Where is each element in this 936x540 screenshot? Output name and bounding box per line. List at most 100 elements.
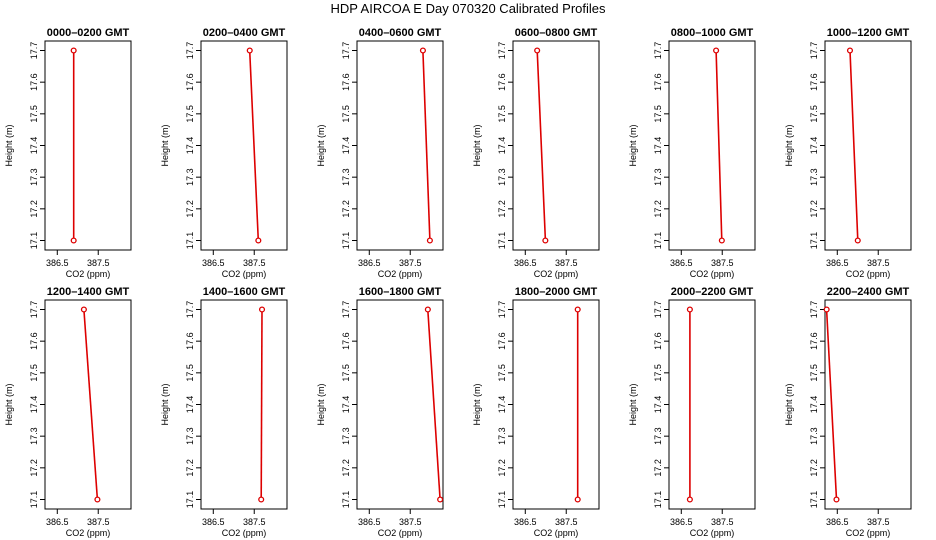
y-tick-label: 17.5 bbox=[185, 364, 195, 382]
data-point bbox=[686, 496, 693, 503]
y-tick-label: 17.6 bbox=[653, 332, 663, 350]
panel-title: 1200–1400 GMT bbox=[47, 286, 130, 298]
y-tick-label: 17.2 bbox=[185, 459, 195, 477]
x-tick-label: 386.5 bbox=[670, 258, 693, 268]
x-tick-label: 387.5 bbox=[399, 258, 422, 268]
data-point bbox=[686, 306, 693, 313]
y-tick-label: 17.4 bbox=[341, 396, 351, 414]
data-point bbox=[534, 47, 541, 54]
y-tick-label: 17.5 bbox=[497, 105, 507, 123]
y-tick-label: 17.2 bbox=[341, 459, 351, 477]
y-tick-label: 17.4 bbox=[497, 396, 507, 414]
y-axis-label: Height (m) bbox=[316, 124, 326, 166]
y-tick-label: 17.1 bbox=[497, 232, 507, 250]
plot-frame bbox=[512, 299, 600, 510]
y-tick-label: 17.6 bbox=[29, 332, 39, 350]
plot-frame bbox=[356, 40, 444, 251]
chart-panel-2: 0200–0400 GMT 17.1 17.2 17.3 17.4 17.5 17.6 17.… bbox=[160, 27, 288, 279]
plot-frame bbox=[44, 40, 132, 251]
data-point bbox=[258, 496, 265, 503]
profile-line bbox=[260, 309, 263, 500]
panel-title: 1000–1200 GMT bbox=[827, 27, 910, 39]
plot-frame bbox=[44, 299, 132, 510]
y-tick-label: 17.2 bbox=[809, 200, 819, 218]
y-axis-label: Height (m) bbox=[784, 124, 794, 166]
x-tick-label: 387.5 bbox=[243, 517, 266, 527]
data-point bbox=[424, 306, 431, 313]
data-point bbox=[258, 306, 266, 313]
y-tick-label: 17.3 bbox=[497, 427, 507, 445]
x-tick-label: 387.5 bbox=[399, 517, 422, 527]
y-tick-label: 17.3 bbox=[29, 427, 39, 445]
y-tick-label: 17.1 bbox=[653, 232, 663, 250]
y-tick-label: 17.7 bbox=[497, 301, 507, 319]
data-point bbox=[246, 47, 253, 54]
profile-line bbox=[825, 309, 838, 500]
x-axis-label: CO2 (ppm) bbox=[846, 528, 891, 538]
panel-title: 0000–0200 GMT bbox=[47, 27, 130, 39]
y-tick-label: 17.5 bbox=[341, 364, 351, 382]
y-tick-label: 17.3 bbox=[809, 427, 819, 445]
y-tick-label: 17.1 bbox=[341, 491, 351, 509]
y-tick-label: 17.7 bbox=[809, 301, 819, 319]
chart-panel-1: 0000–0200 GMT 17.1 17.2 17.3 17.4 17.5 17.6 17.… bbox=[4, 27, 132, 279]
chart-panel-9: 1600–1800 GMT 17.1 17.2 17.3 17.4 17.5 17.6 17.… bbox=[316, 286, 444, 538]
y-tick-label: 17.5 bbox=[497, 364, 507, 382]
y-tick-label: 17.2 bbox=[29, 459, 39, 477]
y-tick-label: 17.6 bbox=[185, 73, 195, 91]
y-tick-label: 17.2 bbox=[653, 459, 663, 477]
y-tick-label: 17.4 bbox=[185, 396, 195, 414]
profile-line bbox=[536, 50, 547, 241]
y-tick-label: 17.6 bbox=[185, 332, 195, 350]
x-axis-label: CO2 (ppm) bbox=[534, 528, 579, 538]
chart-panel-6: 1000–1200 GMT 17.1 17.2 17.3 17.4 17.5 17.6 17.… bbox=[784, 27, 912, 279]
y-tick-label: 17.5 bbox=[653, 364, 663, 382]
plot-frame bbox=[824, 40, 912, 251]
data-point bbox=[70, 237, 77, 244]
profile-line bbox=[422, 50, 431, 241]
x-axis-label: CO2 (ppm) bbox=[378, 528, 423, 538]
data-point bbox=[846, 47, 854, 54]
y-tick-label: 17.2 bbox=[185, 200, 195, 218]
y-tick-label: 17.1 bbox=[653, 491, 663, 509]
data-point bbox=[823, 306, 830, 313]
y-tick-label: 17.5 bbox=[29, 105, 39, 123]
y-tick-label: 17.4 bbox=[809, 396, 819, 414]
page-title: HDP AIRCOA E Day 070320 Calibrated Profi… bbox=[330, 1, 606, 16]
panel-title: 2200–2400 GMT bbox=[827, 286, 910, 298]
x-tick-label: 387.5 bbox=[87, 517, 110, 527]
y-tick-label: 17.6 bbox=[809, 332, 819, 350]
y-tick-label: 17.7 bbox=[29, 301, 39, 319]
y-tick-label: 17.5 bbox=[29, 364, 39, 382]
y-tick-label: 17.2 bbox=[497, 200, 507, 218]
y-tick-label: 17.1 bbox=[809, 491, 819, 509]
plot-frame bbox=[824, 299, 912, 510]
y-tick-label: 17.6 bbox=[341, 332, 351, 350]
x-tick-label: 387.5 bbox=[867, 258, 890, 268]
x-tick-label: 386.5 bbox=[826, 517, 849, 527]
x-tick-label: 387.5 bbox=[555, 517, 578, 527]
plot-frame bbox=[668, 40, 756, 251]
chart-panel-12: 2200–2400 GMT 17.1 17.2 17.3 17.4 17.5 17.6 17.… bbox=[784, 286, 912, 538]
y-tick-label: 17.6 bbox=[653, 73, 663, 91]
y-tick-label: 17.2 bbox=[809, 459, 819, 477]
y-tick-label: 17.6 bbox=[497, 73, 507, 91]
panel-title: 0400–0600 GMT bbox=[359, 27, 442, 39]
y-tick-label: 17.1 bbox=[185, 232, 195, 250]
panel-title: 0600–0800 GMT bbox=[515, 27, 598, 39]
y-tick-label: 17.6 bbox=[809, 73, 819, 91]
data-point bbox=[833, 496, 840, 503]
x-axis-label: CO2 (ppm) bbox=[66, 528, 111, 538]
chart-panel-7: 1200–1400 GMT 17.1 17.2 17.3 17.4 17.5 17.6 17.… bbox=[4, 286, 132, 538]
y-tick-label: 17.3 bbox=[341, 427, 351, 445]
data-point bbox=[574, 306, 581, 313]
data-point bbox=[437, 496, 444, 503]
y-tick-label: 17.6 bbox=[341, 73, 351, 91]
plot-frame bbox=[356, 299, 444, 510]
panel-title: 0200–0400 GMT bbox=[203, 27, 286, 39]
x-axis-label: CO2 (ppm) bbox=[690, 269, 735, 279]
y-tick-label: 17.7 bbox=[809, 42, 819, 60]
x-axis-label: CO2 (ppm) bbox=[222, 269, 267, 279]
y-tick-label: 17.6 bbox=[29, 73, 39, 91]
y-tick-label: 17.2 bbox=[497, 459, 507, 477]
